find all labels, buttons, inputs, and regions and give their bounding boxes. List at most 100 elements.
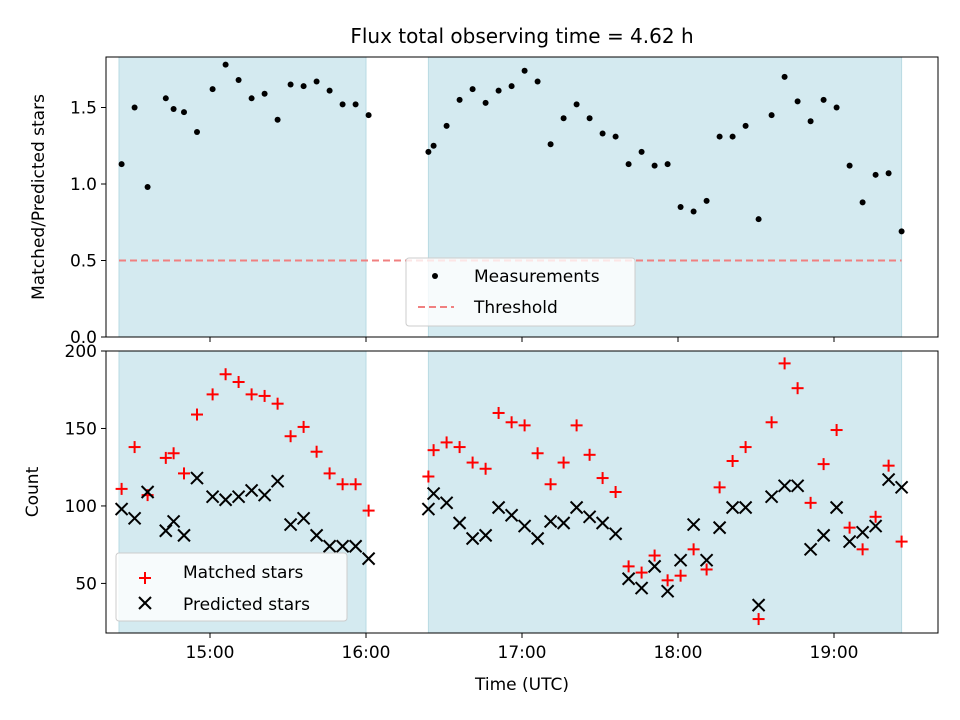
measurement-point [300, 83, 307, 90]
legend-matched-label: Matched stars [183, 563, 303, 583]
top-legend-box [405, 257, 636, 327]
matched-star-point [115, 482, 128, 495]
predicted-star-stroke-b [868, 519, 883, 533]
measurement-point [339, 101, 346, 108]
predicted-star-point [660, 584, 675, 598]
predicted-star-point [725, 500, 740, 515]
bottom-y-ticks: 50 100 150 200 [65, 342, 106, 594]
matched-star-point [362, 504, 375, 517]
matched-star-point [752, 613, 765, 626]
matched-star-point [258, 389, 271, 402]
top-y-tick-label: 1.5 [70, 98, 97, 118]
y-tick-label: 100 [65, 497, 97, 517]
matched-star-point [583, 448, 596, 461]
predicted-star-point [421, 502, 436, 516]
predicted-star-point [855, 525, 870, 539]
predicted-star-stroke-b [348, 539, 363, 553]
measurement-point [118, 161, 125, 168]
matched-star-point [492, 406, 505, 419]
predicted-star-stroke-b [231, 489, 246, 504]
x-tick-label: 15:00 [186, 643, 235, 663]
top-x-ticks [209, 337, 835, 342]
predicted-star-point [309, 528, 324, 543]
measurement-point [482, 99, 489, 106]
measurement-point [833, 104, 840, 111]
matched-star-point [609, 486, 622, 498]
predicted-star-stroke-b [647, 559, 662, 574]
predicted-star-stroke-b [608, 527, 623, 541]
x-tick-label: 17:00 [498, 643, 547, 663]
predicted-star-point [621, 572, 636, 586]
predicted-star-stroke-b [816, 528, 831, 543]
predicted-star-stroke-b [270, 474, 285, 488]
top-y-tick-label: 0.5 [70, 251, 97, 271]
matched-star-point [297, 420, 310, 433]
measurement-point [547, 141, 554, 148]
matched-star-point [544, 478, 557, 491]
measurement-point [690, 208, 697, 215]
predicted-star-point [803, 542, 818, 557]
predicted-star-stroke-b [621, 572, 636, 586]
measurement-point [495, 87, 502, 94]
measurement-point [898, 228, 905, 235]
bottom-x-ticks: 15:00 16:00 17:00 18:00 19:00 [186, 633, 859, 663]
predicted-star-stroke-b [803, 542, 818, 557]
predicted-star-point [439, 496, 454, 510]
measurement-point [599, 130, 606, 137]
bottom-legend-box [115, 552, 348, 622]
predicted-star-point [842, 534, 857, 549]
predicted-star-point [283, 517, 298, 532]
matched-star-point [427, 444, 440, 457]
predicted-star-point [686, 517, 701, 532]
measurement-point [768, 112, 775, 119]
predicted-star-point [517, 519, 532, 533]
predicted-star-point [868, 519, 883, 533]
predicted-star-stroke-b [426, 486, 441, 501]
matched-star-point [700, 563, 713, 576]
matched-star-point [895, 535, 908, 548]
predicted-star-stroke-b [283, 517, 298, 532]
predicted-star-stroke-b [517, 519, 532, 533]
predicted-star-point [699, 553, 714, 567]
matched-star-point [440, 436, 453, 449]
predicted-star-stroke-b [140, 485, 155, 499]
measurement-point [586, 115, 593, 122]
predicted-star-point [348, 539, 363, 553]
predicted-star-point [530, 531, 545, 546]
matched-star-point [128, 441, 141, 454]
matched-star-point [479, 462, 492, 475]
matched-star-point [167, 447, 180, 460]
measurement-point [885, 170, 892, 177]
matched-star-point [531, 447, 544, 460]
predicted-star-point [751, 598, 766, 612]
measurement-point [534, 78, 541, 85]
matched-star-point [219, 368, 232, 381]
x-tick-label: 18:00 [654, 643, 703, 663]
top-y-tick-label: 0.0 [70, 328, 97, 348]
predicted-star-stroke-b [894, 480, 909, 495]
matched-star-point [206, 388, 219, 401]
measurement-point [222, 61, 229, 68]
predicted-star-stroke-b [166, 514, 181, 529]
measurement-points [118, 61, 905, 235]
measurement-point [729, 133, 736, 140]
predicted-star-point [595, 516, 610, 530]
measurement-point [313, 78, 320, 85]
predicted-star-stroke-b [673, 553, 688, 567]
predicted-star-stroke-b [556, 516, 571, 530]
y-tick-label: 150 [65, 419, 97, 439]
predicted-star-stroke-b [686, 517, 701, 532]
x-axis-label: Time (UTC) [474, 675, 569, 695]
measurement-point [781, 73, 788, 80]
predicted-star-point [335, 539, 350, 553]
matched-star-point [336, 478, 349, 491]
measurement-point [261, 90, 268, 97]
predicted-star-stroke-b [205, 489, 220, 504]
top-y-ticks: 0.0 0.5 1.0 1.5 [70, 98, 106, 348]
measurement-point [352, 101, 359, 108]
matched-star-point [159, 451, 172, 464]
predicted-star-stroke-b [725, 500, 740, 515]
predicted-star-stroke-b [127, 511, 142, 526]
measurement-point [443, 122, 450, 129]
predicted-star-point [114, 502, 129, 516]
